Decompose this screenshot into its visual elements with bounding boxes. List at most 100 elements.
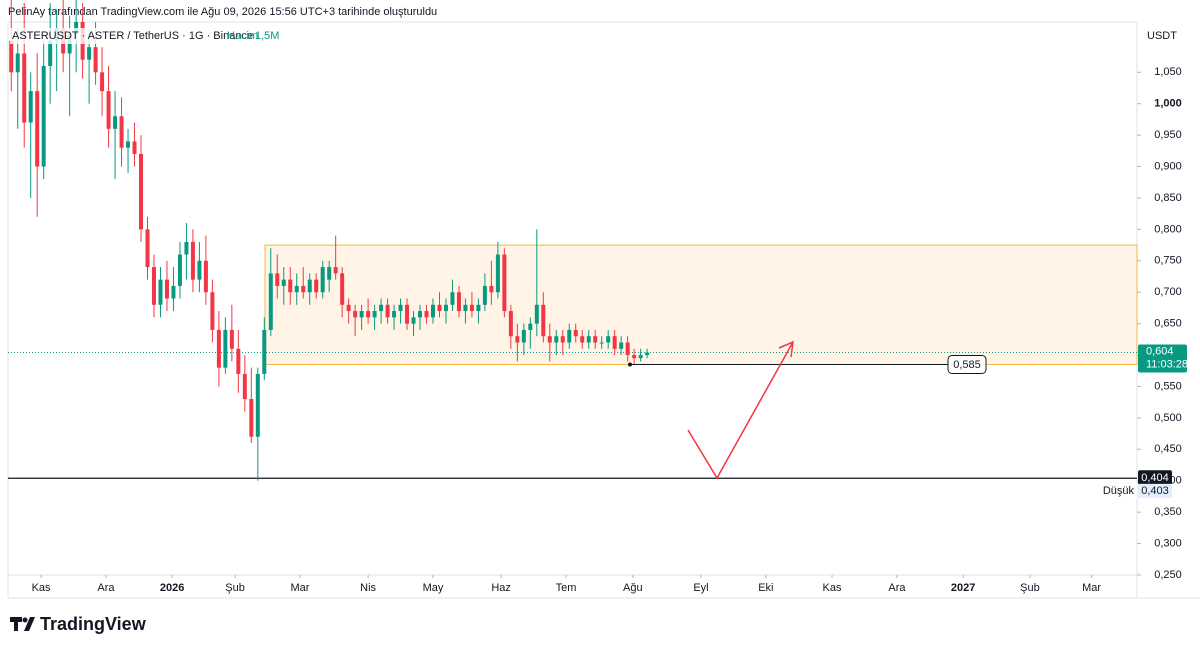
y-tick-label: 0,900	[1154, 160, 1182, 172]
candle-body	[35, 91, 40, 167]
volume-name: Hacim	[227, 30, 258, 42]
last-price-label: 0,604	[1146, 345, 1174, 357]
candle-body	[359, 311, 364, 318]
candle-body	[645, 352, 650, 356]
legend-bg	[10, 28, 282, 44]
candle-body	[87, 47, 92, 60]
candle-body	[210, 292, 215, 330]
candle-body	[301, 285, 306, 293]
candle-body	[606, 336, 611, 343]
candle-body	[100, 72, 105, 92]
range-zone	[264, 244, 1138, 365]
brand: TradingView	[40, 614, 147, 634]
candle-body	[502, 254, 507, 312]
x-tick-label: Şub	[225, 582, 245, 594]
candle-body	[541, 304, 546, 337]
candle-body	[151, 267, 156, 305]
candle-body	[288, 279, 293, 293]
countdown: 11:03:28	[1146, 358, 1188, 370]
candle-body	[450, 292, 455, 305]
target-label-box	[947, 354, 987, 374]
header: PelinAy tarafından TradingView.com ile A…	[8, 6, 437, 18]
candle-body	[132, 141, 137, 154]
candle-body	[437, 304, 442, 312]
low-axis-label: 0,403	[1141, 485, 1169, 497]
candle-body	[482, 285, 487, 305]
y-tick-label: 0,450	[1154, 443, 1182, 455]
candle-body	[476, 304, 481, 312]
candle-body	[197, 260, 202, 280]
x-tick-label: Nis	[360, 582, 376, 594]
candle-body	[625, 342, 630, 356]
y-tick-label: 1,050	[1154, 66, 1182, 78]
y-tick-label: 0,800	[1154, 223, 1182, 235]
arrow-head	[778, 340, 794, 358]
x-tick-label: Tem	[556, 582, 577, 594]
candle-body	[139, 153, 144, 230]
volume-value: 1,5M	[255, 30, 279, 42]
candle-body	[184, 241, 189, 255]
candle-body	[93, 47, 98, 73]
candle-body	[177, 254, 182, 286]
plot	[8, 0, 1138, 481]
x-tick-label: 2026	[160, 582, 184, 594]
candle-body	[586, 336, 591, 343]
logo-mark	[10, 617, 35, 631]
candle-body	[573, 329, 578, 337]
target-anchor	[628, 362, 632, 367]
low-name: Düşük	[1103, 485, 1135, 497]
candle-body	[268, 273, 273, 330]
candle-body	[560, 336, 565, 343]
candle-body	[385, 304, 390, 318]
candle-body	[405, 304, 410, 324]
candle-body	[28, 91, 33, 123]
y-tick-label: 0,650	[1154, 318, 1182, 330]
x-tick-label: Eyl	[693, 582, 708, 594]
candle-body	[203, 260, 208, 293]
candle-body	[515, 336, 520, 343]
candle-body	[392, 311, 397, 318]
y-tick-label: 0,750	[1154, 255, 1182, 267]
low-name-box	[1102, 483, 1137, 498]
y-tick-label: 0,850	[1154, 192, 1182, 204]
candle-body	[534, 304, 539, 324]
candle-body	[469, 304, 474, 312]
candle-body	[9, 40, 14, 73]
y-tick-label: 0,300	[1154, 537, 1182, 549]
candle-body	[619, 342, 624, 349]
candle-body	[48, 40, 53, 66]
candle-body	[333, 267, 338, 274]
candle-body	[632, 355, 637, 359]
y-tick-label: 0,550	[1154, 380, 1182, 392]
y-tick-label: 0,250	[1154, 569, 1182, 581]
candle-body	[456, 292, 461, 312]
candle-body	[612, 336, 617, 349]
candle-body	[113, 116, 118, 129]
support-axis-box	[1138, 470, 1172, 487]
candle-body	[353, 311, 358, 318]
x-tick-label: Ara	[97, 582, 115, 594]
candle-body	[41, 65, 46, 167]
candle-body	[411, 317, 416, 324]
candle-body	[236, 348, 241, 374]
candle-body	[327, 267, 332, 280]
candle-body	[489, 285, 494, 293]
x-tick-label: May	[423, 582, 444, 594]
x-tick-label: Mar	[1082, 582, 1101, 594]
candle-body	[521, 329, 526, 343]
brand-logo: TradingView	[10, 614, 147, 634]
candle-body	[443, 304, 448, 312]
candle-body	[15, 53, 20, 73]
currency: USDT	[1147, 30, 1177, 42]
last-price-box	[1138, 344, 1187, 373]
support-axis-label: 0,404	[1141, 472, 1169, 484]
candle-body	[430, 304, 435, 318]
logo-dot	[22, 617, 28, 623]
candle-body	[463, 304, 468, 312]
x-tick-label: Mar	[291, 582, 310, 594]
candle-body	[418, 311, 423, 318]
x-tick-label: Ağu	[623, 582, 643, 594]
candle-body	[638, 355, 643, 359]
candle-body	[229, 329, 234, 349]
